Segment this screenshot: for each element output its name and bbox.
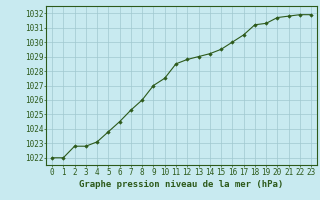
X-axis label: Graphe pression niveau de la mer (hPa): Graphe pression niveau de la mer (hPa) [79, 180, 284, 189]
